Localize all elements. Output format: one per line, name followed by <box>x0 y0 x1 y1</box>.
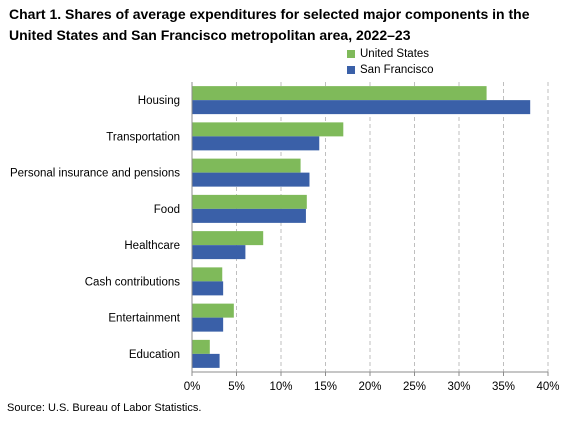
source-note: Source: U.S. Bureau of Labor Statistics. <box>7 402 202 414</box>
bar-united-states-entertainment <box>192 303 234 318</box>
legend-item-san-francisco: San Francisco <box>347 62 434 78</box>
bar-san-francisco-personal-insurance-and-pensions <box>192 172 310 187</box>
category-label-food: Food <box>154 204 180 216</box>
bar-san-francisco-housing <box>192 100 531 115</box>
bar-san-francisco-education <box>192 353 220 368</box>
category-label-entertainment: Entertainment <box>108 313 180 325</box>
x-tick-label: 10% <box>269 381 292 393</box>
category-label-cash-contributions: Cash contributions <box>85 276 180 288</box>
bar-united-states-food <box>192 194 307 209</box>
category-label-education: Education <box>129 349 180 361</box>
legend: United States San Francisco <box>347 46 434 78</box>
x-tick-label: 20% <box>358 381 381 393</box>
bar-san-francisco-healthcare <box>192 245 246 260</box>
legend-label-san-francisco: San Francisco <box>360 64 434 76</box>
bar-united-states-healthcare <box>192 231 264 246</box>
legend-swatch-san-francisco <box>347 66 355 74</box>
category-label-healthcare: Healthcare <box>124 240 180 252</box>
bar-united-states-transportation <box>192 122 344 137</box>
bar-san-francisco-food <box>192 208 306 223</box>
category-label-personal-insurance-and-pensions: Personal insurance and pensions <box>10 168 180 180</box>
category-label-housing: Housing <box>138 95 180 107</box>
bar-united-states-personal-insurance-and-pensions <box>192 158 301 173</box>
bar-san-francisco-transportation <box>192 136 320 151</box>
bar-united-states-education <box>192 339 210 354</box>
legend-label-united-states: United States <box>360 48 430 60</box>
x-tick-label: 15% <box>314 381 337 393</box>
chart-title: Chart 1. Shares of average expenditures … <box>9 6 530 43</box>
x-tick-label: 30% <box>447 381 470 393</box>
x-tick-label: 40% <box>536 381 559 393</box>
legend-swatch-united-states <box>347 50 355 58</box>
x-tick-label: 35% <box>492 381 515 393</box>
category-label-transportation: Transportation <box>106 131 180 143</box>
x-tick-label: 5% <box>228 381 245 393</box>
bar-united-states-cash-contributions <box>192 267 223 282</box>
bar-san-francisco-cash-contributions <box>192 281 224 296</box>
legend-item-united-states: United States <box>347 46 434 62</box>
bar-united-states-housing <box>192 86 487 101</box>
x-tick-label: 0% <box>184 381 201 393</box>
x-tick-label: 25% <box>403 381 426 393</box>
bar-san-francisco-entertainment <box>192 317 224 332</box>
